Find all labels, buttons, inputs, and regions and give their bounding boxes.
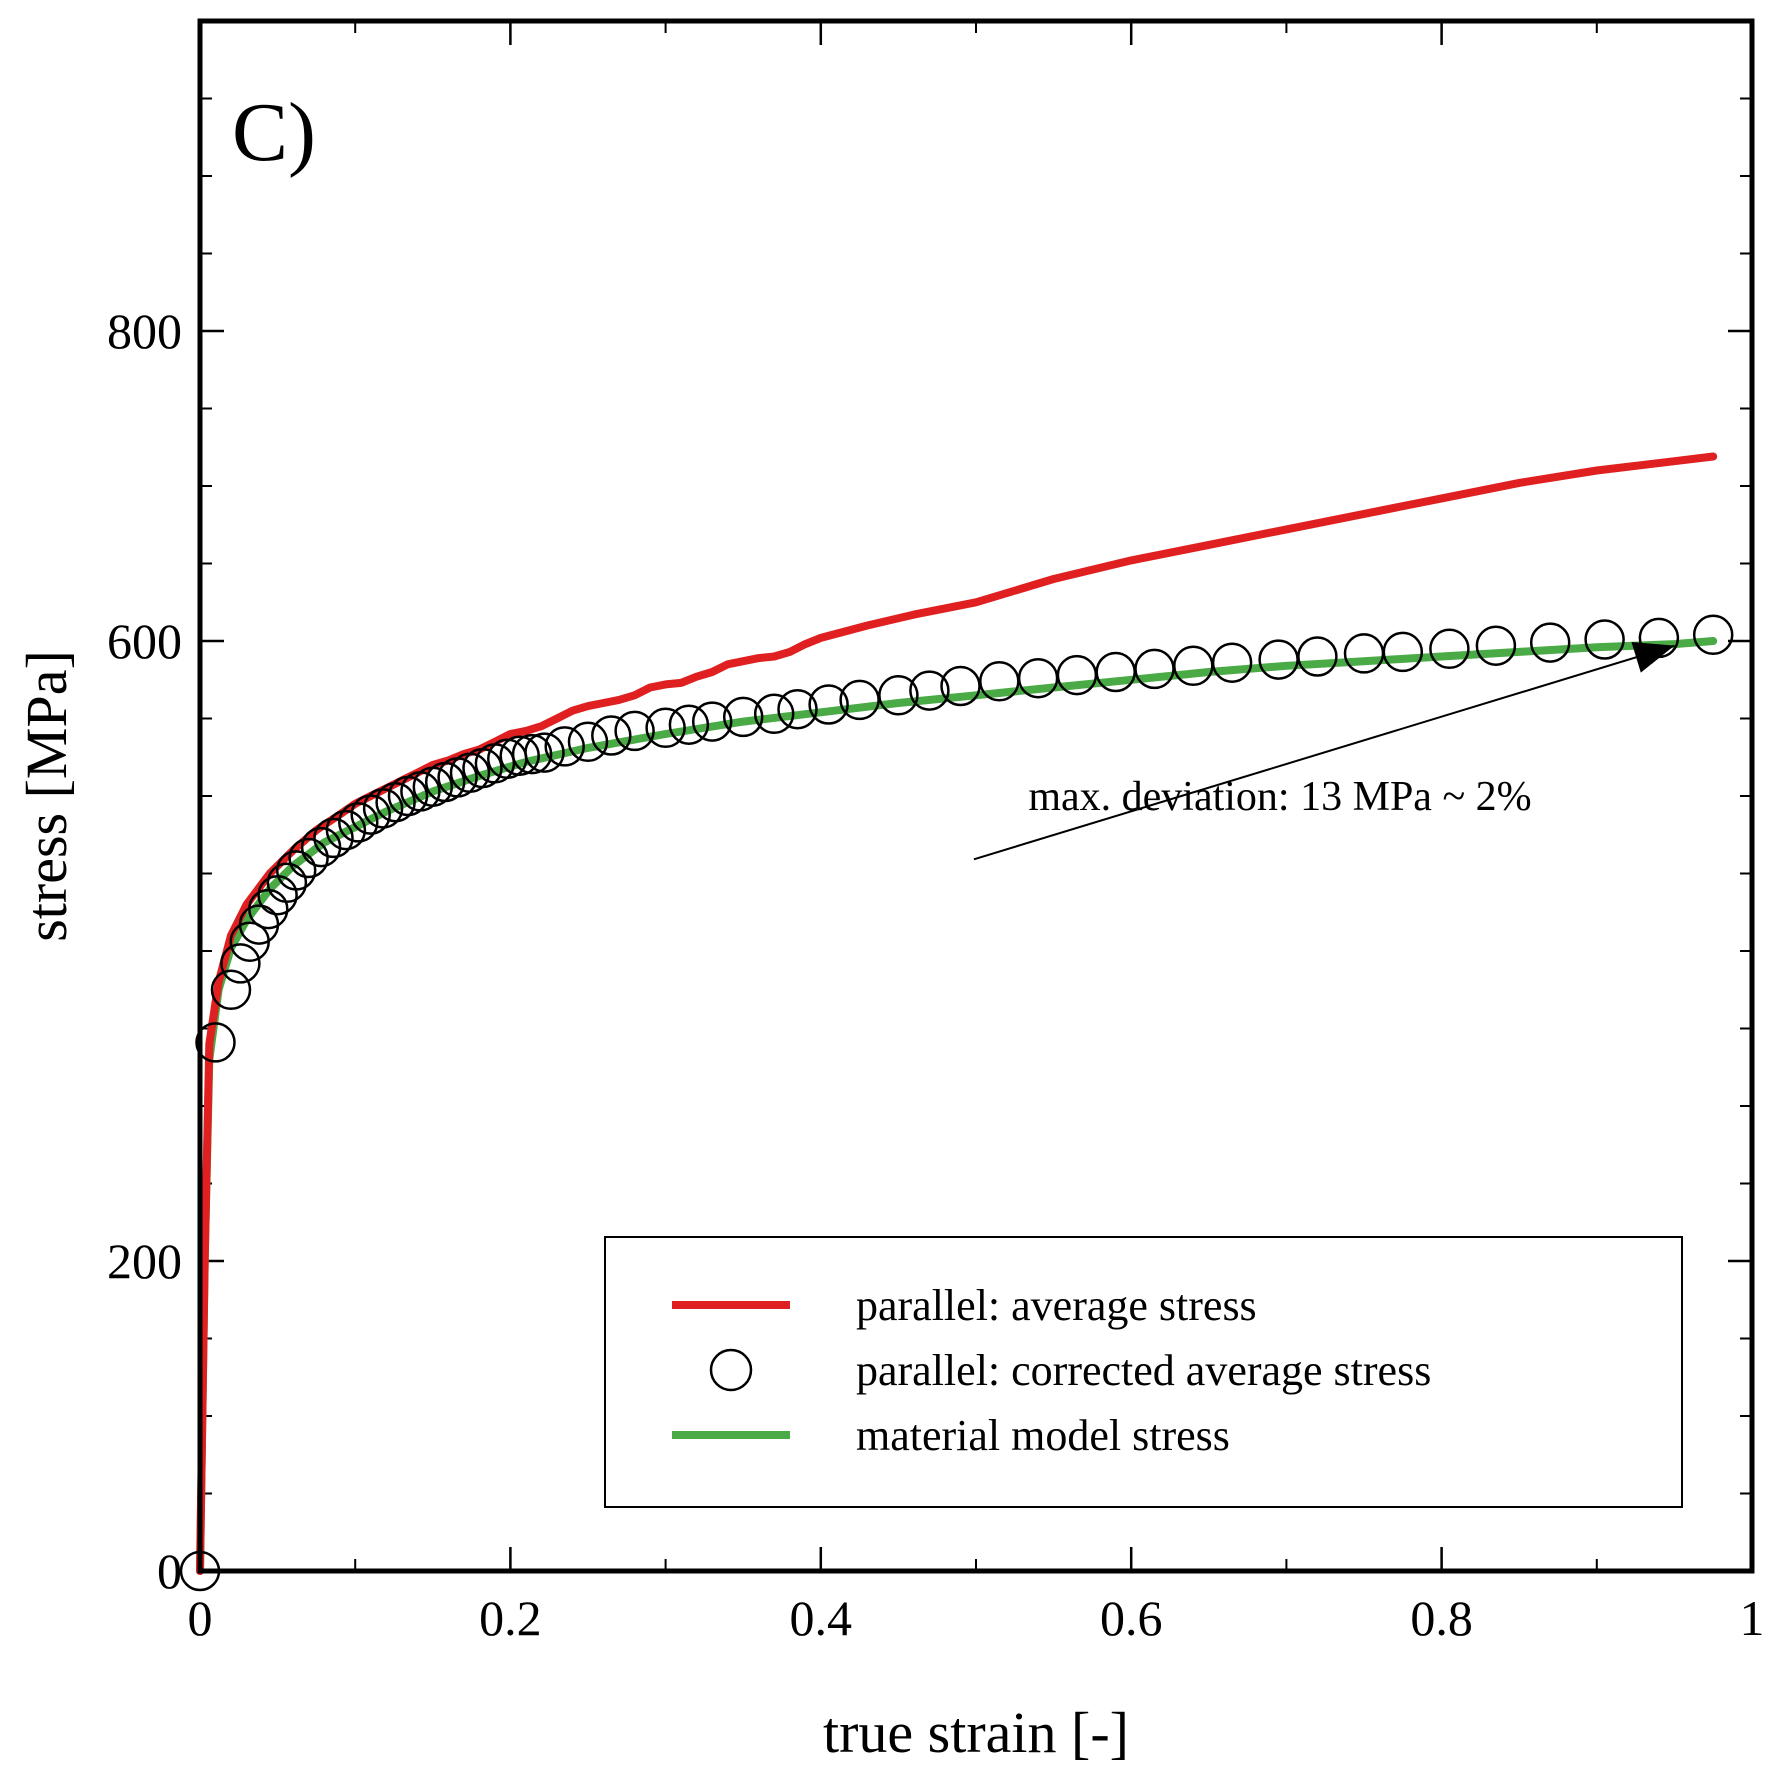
data-point-marker: [275, 850, 317, 891]
data-point-marker: [1584, 619, 1625, 660]
y-tick-label: 600: [107, 613, 182, 669]
plot-series: [179, 452, 1734, 1592]
data-point-marker: [567, 721, 609, 763]
data-point-marker: [614, 710, 655, 752]
data-point-marker: [338, 802, 379, 843]
data-point-marker: [591, 715, 632, 756]
data-point-marker: [313, 817, 354, 859]
legend-entries: parallel: average stress parallel: correc…: [672, 1281, 1431, 1460]
series-line: [196, 452, 1718, 1575]
plot-frame: [197, 18, 1755, 1574]
data-point-marker: [288, 837, 329, 879]
data-point-marker: [777, 688, 818, 730]
data-point-marker: [1382, 631, 1424, 673]
legend-swatch-marker: [709, 1348, 753, 1392]
legend-label: material model stress: [856, 1411, 1230, 1460]
x-tick-label: 0.2: [479, 1590, 542, 1646]
legend: parallel: average stress parallel: correc…: [604, 1236, 1683, 1508]
annotation: max. deviation: 13 MPa ~ 2%: [973, 642, 1675, 861]
data-point-marker: [691, 701, 733, 742]
x-axis-title: true strain [-]: [823, 1700, 1129, 1765]
legend-box: [604, 1236, 1683, 1508]
x-tick-labels: 0 0.2 0.4 0.6 0.8 1: [188, 1590, 1765, 1646]
x-tick-label: 0.6: [1100, 1590, 1163, 1646]
data-point-marker: [524, 732, 565, 773]
data-point-marker: [1343, 633, 1385, 674]
data-point-marker: [195, 1022, 236, 1063]
data-point-marker: [1475, 625, 1517, 666]
data-point-marker: [940, 665, 981, 707]
data-point-marker: [1529, 622, 1571, 663]
data-point-marker: [909, 670, 950, 711]
y-tick-label: 0: [157, 1543, 182, 1599]
data-point-marker: [808, 684, 849, 725]
data-point-marker: [325, 809, 367, 851]
legend-label: parallel: corrected average stress: [856, 1346, 1431, 1395]
data-point-marker: [511, 733, 553, 775]
data-point-marker: [487, 738, 528, 780]
annotation-text: max. deviation: 13 MPa ~ 2%: [1028, 774, 1531, 820]
data-point-marker: [1429, 628, 1470, 670]
data-point-marker: [1134, 648, 1175, 690]
x-tick-label: 0.4: [790, 1590, 853, 1646]
y-tick-label: 200: [107, 1233, 182, 1289]
data-point-marker: [1297, 636, 1338, 677]
y-axis-title: stress [MPa]: [14, 650, 79, 942]
data-point-marker: [499, 735, 540, 776]
data-point-marker: [668, 704, 710, 745]
data-point-marker: [210, 969, 252, 1011]
y-tick-label: 800: [107, 303, 182, 359]
data-point-marker: [1173, 645, 1214, 687]
annotation-arrowhead: [1631, 642, 1675, 673]
data-point-marker: [544, 726, 585, 767]
legend-label: parallel: average stress: [856, 1281, 1257, 1330]
y-tick-labels: 0 200 600 800: [107, 303, 182, 1599]
data-point-marker: [1211, 642, 1253, 683]
annotation-arrow-line: [973, 644, 1675, 861]
x-tick-label: 1: [1740, 1590, 1765, 1646]
data-point-marker: [1258, 639, 1299, 680]
data-point-marker: [878, 675, 919, 716]
data-point-marker: [645, 707, 686, 749]
data-point-marker: [220, 943, 261, 984]
data-point-marker: [839, 679, 880, 721]
data-point-marker: [1692, 614, 1734, 656]
x-tick-label: 0: [188, 1590, 213, 1646]
x-tick-label: 0.8: [1410, 1590, 1473, 1646]
data-point-marker: [266, 862, 308, 904]
data-point-marker: [722, 696, 764, 738]
data-point-marker: [753, 693, 795, 735]
panel-label: C): [232, 86, 316, 179]
